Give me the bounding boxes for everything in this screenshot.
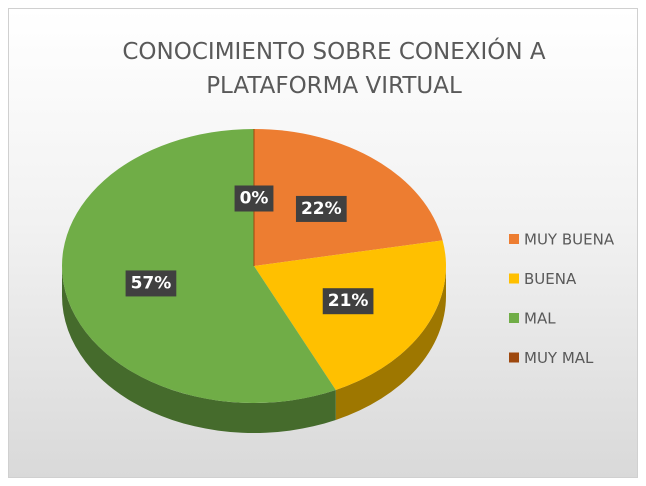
data-label-text: 57% [131,273,172,293]
data-label: 0% [234,185,274,212]
legend-label: BUENA [524,270,577,288]
chart-area: CONOCIMIENTO SOBRE CONEXIÓN A PLATAFORMA… [8,8,638,478]
data-label: 57% [125,270,177,297]
pie-slice [254,240,446,390]
legend-label: MUY BUENA [524,231,615,249]
legend-swatch [509,234,519,244]
pie-slice-side [335,266,446,420]
legend-label: MAL [524,310,556,328]
pie-slice [61,129,336,404]
legend-label: MUY MAL [524,349,594,367]
data-label-text: 0% [240,189,269,209]
data-label: 22% [295,195,347,222]
data-label-box [125,270,177,297]
data-label-text: 21% [328,291,369,311]
data-label: 21% [322,288,374,315]
pie-slice [254,129,443,266]
pie-slice-side [62,266,336,434]
data-label-box [322,288,374,315]
data-label-text: 22% [301,199,342,219]
legend-swatch [509,313,519,323]
data-label-box [234,185,274,212]
chart-title: CONOCIMIENTO SOBRE CONEXIÓN A PLATAFORMA… [122,39,546,99]
legend-swatch [509,273,519,284]
legend-swatch [509,352,519,363]
chart: 22% 21% 57% 0% MUY BUENA BUENA MAL MUY MAL [61,129,615,434]
data-label-box [295,195,347,222]
